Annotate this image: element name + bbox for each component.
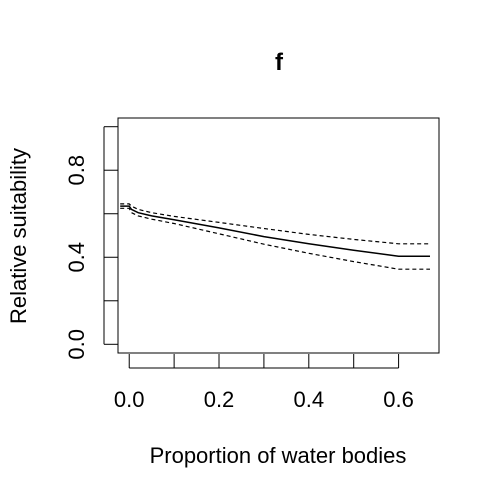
x-tick-label: 0.0 bbox=[114, 387, 145, 412]
x-tick-label: 0.4 bbox=[294, 387, 325, 412]
y-tick-label: 0.4 bbox=[64, 242, 89, 273]
x-tick-label: 0.2 bbox=[204, 387, 235, 412]
series-layer bbox=[120, 203, 430, 270]
y-tick-label: 0.0 bbox=[64, 329, 89, 360]
x-axis: 0.0 0.2 0.4 0.6 bbox=[114, 354, 414, 412]
y-tick-label: 0.8 bbox=[64, 155, 89, 186]
x-axis-label: Proportion of water bodies bbox=[150, 443, 407, 468]
plot-frame bbox=[117, 117, 440, 354]
y-axis: 0.0 0.4 0.8 bbox=[64, 126, 118, 360]
x-tick-label: 0.6 bbox=[383, 387, 414, 412]
y-axis-label: Relative suitability bbox=[6, 148, 31, 324]
chart-title: f bbox=[275, 49, 284, 76]
response-curve-line bbox=[120, 205, 430, 257]
confidence-band-line bbox=[120, 203, 430, 245]
